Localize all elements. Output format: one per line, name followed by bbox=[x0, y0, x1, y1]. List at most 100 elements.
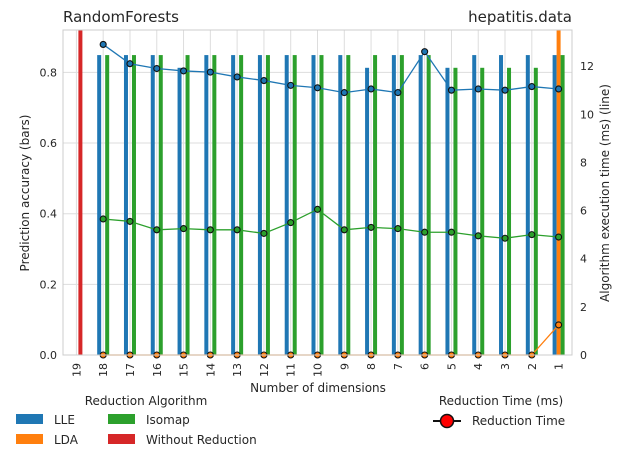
bar-lle bbox=[204, 55, 209, 356]
bar-isomap bbox=[480, 67, 485, 355]
marker-lle bbox=[206, 68, 214, 76]
marker-lle bbox=[447, 86, 455, 94]
bar-isomap bbox=[131, 55, 136, 356]
x-tick-label: 6 bbox=[419, 363, 432, 370]
bar-lle bbox=[445, 67, 450, 355]
x-tick-label: 11 bbox=[285, 363, 298, 377]
marker-lle bbox=[99, 40, 107, 48]
y-axis-label-right: Algorithm execution time (ms) (line) bbox=[598, 84, 612, 302]
x-tick-label: 13 bbox=[231, 363, 244, 377]
bar-lle bbox=[499, 55, 504, 356]
marker-isomap bbox=[367, 223, 375, 231]
gridlines bbox=[63, 30, 572, 356]
marker-isomap bbox=[287, 219, 295, 227]
marker-isomap bbox=[555, 233, 563, 241]
legend-swatch-without-reduction bbox=[108, 434, 135, 444]
y-tick-right: 6 bbox=[580, 205, 587, 218]
legend-reduction-algorithm: Reduction Algorithm LLE LDA Isomap Without … bbox=[16, 394, 257, 447]
marker-isomap bbox=[233, 226, 241, 234]
marker-isomap bbox=[180, 225, 188, 233]
marker-lle bbox=[313, 84, 322, 92]
marker-lle bbox=[126, 60, 134, 68]
x-tick-label: 17 bbox=[124, 363, 137, 377]
marker-isomap bbox=[474, 232, 482, 240]
x-tick-label: 12 bbox=[258, 363, 271, 377]
marker-lle bbox=[340, 89, 348, 97]
bar-lle bbox=[391, 55, 396, 356]
legend-label: Isomap bbox=[146, 413, 190, 427]
bar-lle bbox=[311, 55, 316, 356]
y-tick-left: 0.2 bbox=[40, 278, 58, 291]
x-tick-label: 9 bbox=[338, 363, 351, 370]
x-tick-label: 1 bbox=[553, 363, 566, 370]
marker-lle bbox=[421, 48, 429, 56]
x-tick-label: 16 bbox=[151, 363, 164, 377]
plot-frame bbox=[62, 29, 573, 356]
y-tick-left: 0.0 bbox=[40, 349, 58, 362]
marker-lle bbox=[367, 85, 375, 93]
x-axis-label: Number of dimensions bbox=[250, 381, 386, 395]
legend-left-title: Reduction Algorithm bbox=[85, 394, 208, 408]
y-tick-right: 8 bbox=[580, 156, 587, 169]
marker-isomap bbox=[421, 228, 429, 236]
x-tick-label: 18 bbox=[97, 363, 110, 377]
bar-lle bbox=[123, 55, 128, 356]
chart-title-right: hepatitis.data bbox=[468, 8, 572, 26]
marker-lle bbox=[555, 85, 563, 93]
line-layer bbox=[99, 40, 563, 359]
bar-lle bbox=[552, 55, 557, 356]
bar-isomap bbox=[560, 55, 565, 356]
legend-marker-sample bbox=[439, 413, 455, 429]
bar-lle bbox=[97, 55, 102, 356]
marker-isomap bbox=[394, 225, 402, 233]
marker-isomap bbox=[340, 226, 348, 234]
bar-lle bbox=[284, 55, 289, 356]
marker-isomap bbox=[99, 215, 107, 223]
marker-isomap bbox=[313, 205, 322, 213]
marker-lle bbox=[394, 89, 402, 97]
bar-isomap bbox=[533, 67, 538, 355]
y-tick-right: 10 bbox=[580, 108, 594, 121]
line-lda bbox=[103, 324, 560, 356]
marker-isomap bbox=[528, 231, 536, 239]
x-tick-label: 2 bbox=[526, 363, 539, 370]
bar-isomap bbox=[453, 67, 458, 355]
y-tick-left: 0.6 bbox=[40, 137, 58, 150]
bar-lle bbox=[365, 67, 370, 355]
x-tick-label: 3 bbox=[499, 363, 512, 370]
bar-isomap bbox=[373, 55, 378, 356]
bar-lle bbox=[338, 55, 343, 356]
bar-lle bbox=[418, 55, 423, 356]
x-tick-label: 4 bbox=[472, 363, 485, 370]
bar-isomap bbox=[346, 55, 351, 356]
marker-lle bbox=[153, 64, 161, 73]
x-tick-label: 14 bbox=[204, 363, 217, 377]
marker-isomap bbox=[501, 234, 509, 242]
marker-lle bbox=[180, 67, 188, 75]
y-tick-left: 0.8 bbox=[40, 66, 58, 79]
bar-isomap bbox=[507, 67, 512, 355]
bar-isomap bbox=[158, 55, 163, 356]
bar-lda bbox=[556, 30, 561, 355]
bar-layer bbox=[78, 30, 565, 356]
x-tick-label: 19 bbox=[70, 363, 83, 377]
marker-isomap bbox=[447, 228, 455, 236]
legend-label: LDA bbox=[54, 433, 79, 447]
x-tick-label: 7 bbox=[392, 363, 405, 370]
bar-lle bbox=[257, 55, 262, 356]
x-tick-label: 5 bbox=[445, 363, 458, 370]
bar-isomap bbox=[265, 55, 270, 356]
legend-swatch-lda bbox=[16, 434, 43, 444]
marker-isomap bbox=[153, 226, 161, 234]
bar-lle bbox=[177, 67, 182, 355]
legend-reduction-time: Reduction Time (ms) Reduction Time bbox=[433, 394, 565, 429]
legend-label: Without Reduction bbox=[146, 433, 257, 447]
bar-isomap bbox=[185, 55, 190, 356]
marker-lle bbox=[474, 85, 482, 93]
line-isomap bbox=[103, 208, 559, 239]
legend-right-title: Reduction Time (ms) bbox=[439, 394, 563, 408]
bar-isomap bbox=[212, 55, 217, 356]
bar-isomap bbox=[105, 55, 110, 356]
bar-without-reduction bbox=[78, 30, 83, 355]
